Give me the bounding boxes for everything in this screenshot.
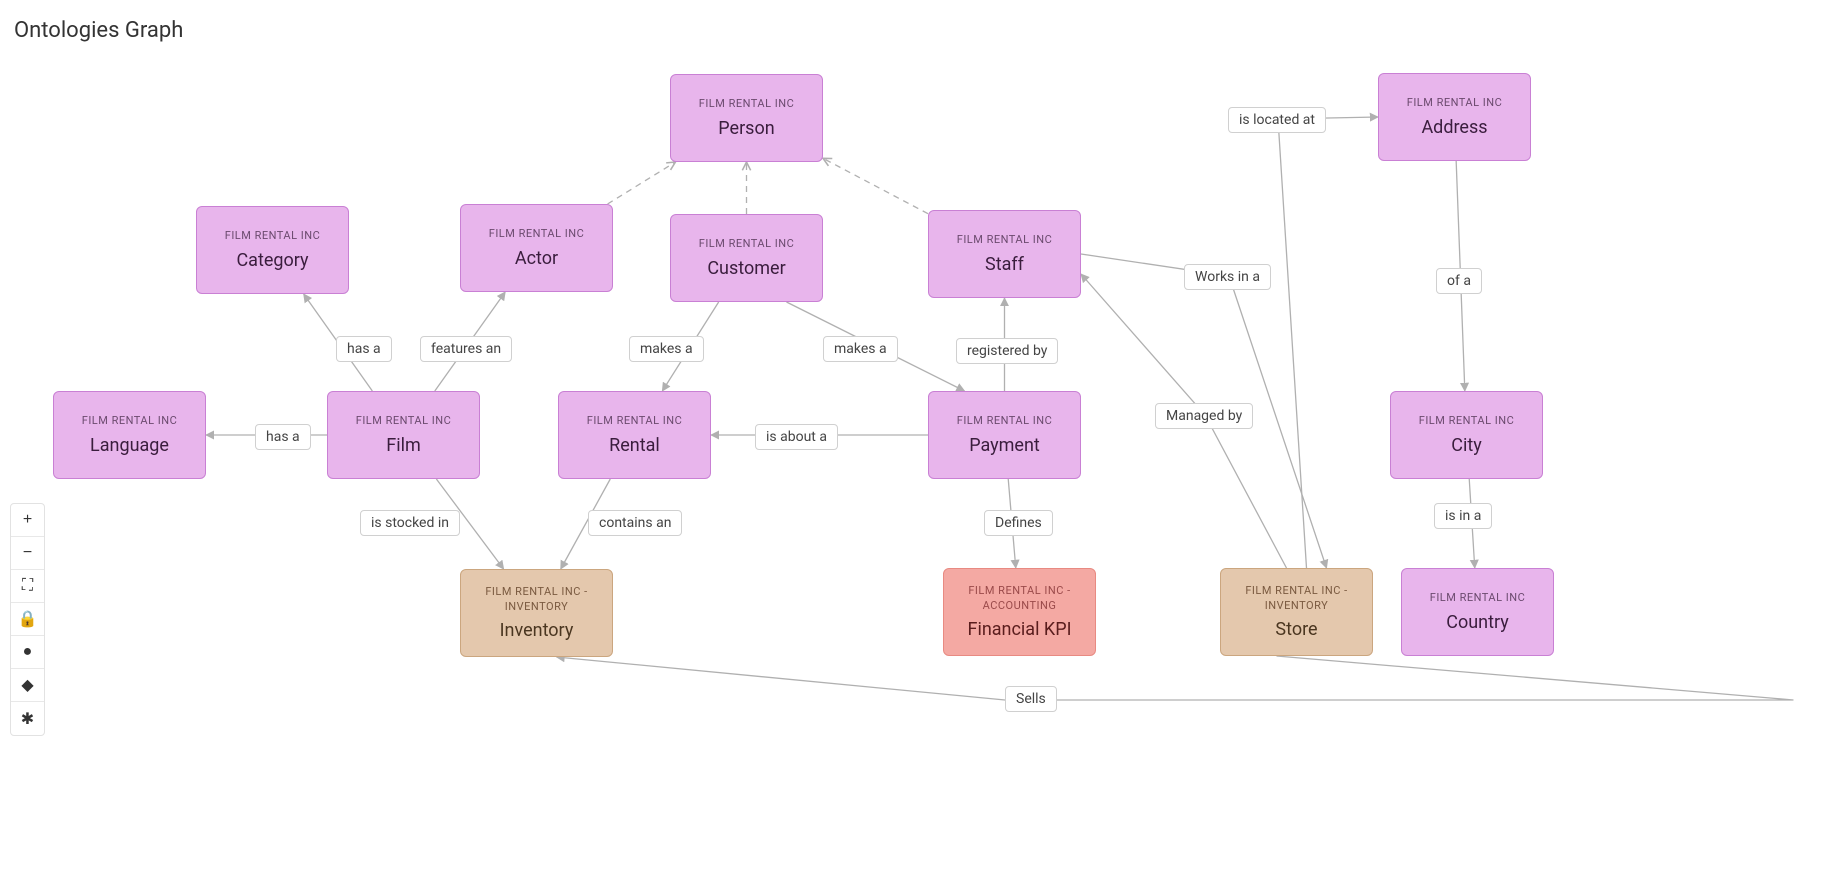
edge-label: of a [1436,268,1482,294]
lock-button[interactable]: 🔒 [11,603,44,636]
node-title: Address [1421,117,1487,138]
edge-label: makes a [823,336,898,362]
node-subtitle: FILM RENTAL INC - INVENTORY [1231,584,1362,613]
fullscreen-button[interactable]: ⛶ [11,570,44,603]
node-subtitle: FILM RENTAL INC [1430,591,1526,605]
edge-label: is about a [755,424,838,450]
node-subtitle: FILM RENTAL INC [489,227,585,241]
edge-label: Managed by [1155,403,1253,429]
node-subtitle: FILM RENTAL INC [356,414,452,428]
edge-label: has a [255,424,311,450]
edge-label: makes a [629,336,704,362]
node-title: Film [386,435,421,456]
node-title: Store [1275,619,1317,640]
node-title: City [1451,435,1482,456]
node-actor[interactable]: FILM RENTAL INC Actor [460,204,613,292]
circle-button[interactable]: ● [11,636,44,669]
edge-label: is in a [1434,503,1492,529]
node-title: Category [236,250,308,271]
edge [1278,117,1378,568]
node-city[interactable]: FILM RENTAL INC City [1390,391,1543,479]
node-title: Person [718,118,774,139]
zoom-out-button[interactable]: − [11,537,44,570]
node-title: Inventory [500,620,574,641]
edge-label: is located at [1228,107,1326,133]
node-title: Financial KPI [968,619,1072,640]
edge-label: Defines [984,510,1053,536]
node-title: Country [1446,612,1509,633]
node-subtitle: FILM RENTAL INC [957,414,1053,428]
edge-label: features an [420,336,512,362]
node-customer[interactable]: FILM RENTAL INC Customer [670,214,823,302]
node-person[interactable]: FILM RENTAL INC Person [670,74,823,162]
node-subtitle: FILM RENTAL INC [1407,96,1503,110]
node-subtitle: FILM RENTAL INC [957,233,1053,247]
edge [823,158,928,213]
node-subtitle: FILM RENTAL INC [225,229,321,243]
node-subtitle: FILM RENTAL INC - INVENTORY [471,585,602,614]
node-address[interactable]: FILM RENTAL INC Address [1378,73,1531,161]
node-film[interactable]: FILM RENTAL INC Film [327,391,480,479]
edge-label: Sells [1005,686,1057,712]
node-title: Payment [969,435,1040,456]
node-country[interactable]: FILM RENTAL INC Country [1401,568,1554,656]
node-title: Customer [707,258,785,279]
node-store[interactable]: FILM RENTAL INC - INVENTORY Store [1220,568,1373,656]
node-category[interactable]: FILM RENTAL INC Category [196,206,349,294]
edge-label: has a [336,336,392,362]
node-subtitle: FILM RENTAL INC - ACCOUNTING [954,584,1085,613]
edge-label: registered by [956,338,1058,364]
ontology-graph[interactable]: FILM RENTAL INC Person FILM RENTAL INC Cate… [0,0,1837,870]
node-subtitle: FILM RENTAL INC [1419,414,1515,428]
node-subtitle: FILM RENTAL INC [699,237,795,251]
node-language[interactable]: FILM RENTAL INC Language [53,391,206,479]
node-title: Language [90,435,169,456]
node-subtitle: FILM RENTAL INC [699,97,795,111]
node-staff[interactable]: FILM RENTAL INC Staff [928,210,1081,298]
node-subtitle: FILM RENTAL INC [587,414,683,428]
edge-label: contains an [588,510,682,536]
edge [557,656,1794,700]
edge-label: is stocked in [360,510,460,536]
edge-label: Works in a [1184,264,1271,290]
edge [608,162,676,204]
node-inventory[interactable]: FILM RENTAL INC - INVENTORY Inventory [460,569,613,657]
node-rental[interactable]: FILM RENTAL INC Rental [558,391,711,479]
node-kpi[interactable]: FILM RENTAL INC - ACCOUNTING Financial KP… [943,568,1096,656]
settings-button[interactable]: ✱ [11,702,44,735]
node-title: Rental [609,435,660,456]
node-payment[interactable]: FILM RENTAL INC Payment [928,391,1081,479]
node-title: Staff [985,254,1024,275]
node-title: Actor [515,248,558,269]
zoom-in-button[interactable]: + [11,504,44,537]
node-subtitle: FILM RENTAL INC [82,414,178,428]
hierarchy-button[interactable]: ◆ [11,669,44,702]
graph-toolbar: + − ⛶ 🔒 ● ◆ ✱ [10,503,45,736]
